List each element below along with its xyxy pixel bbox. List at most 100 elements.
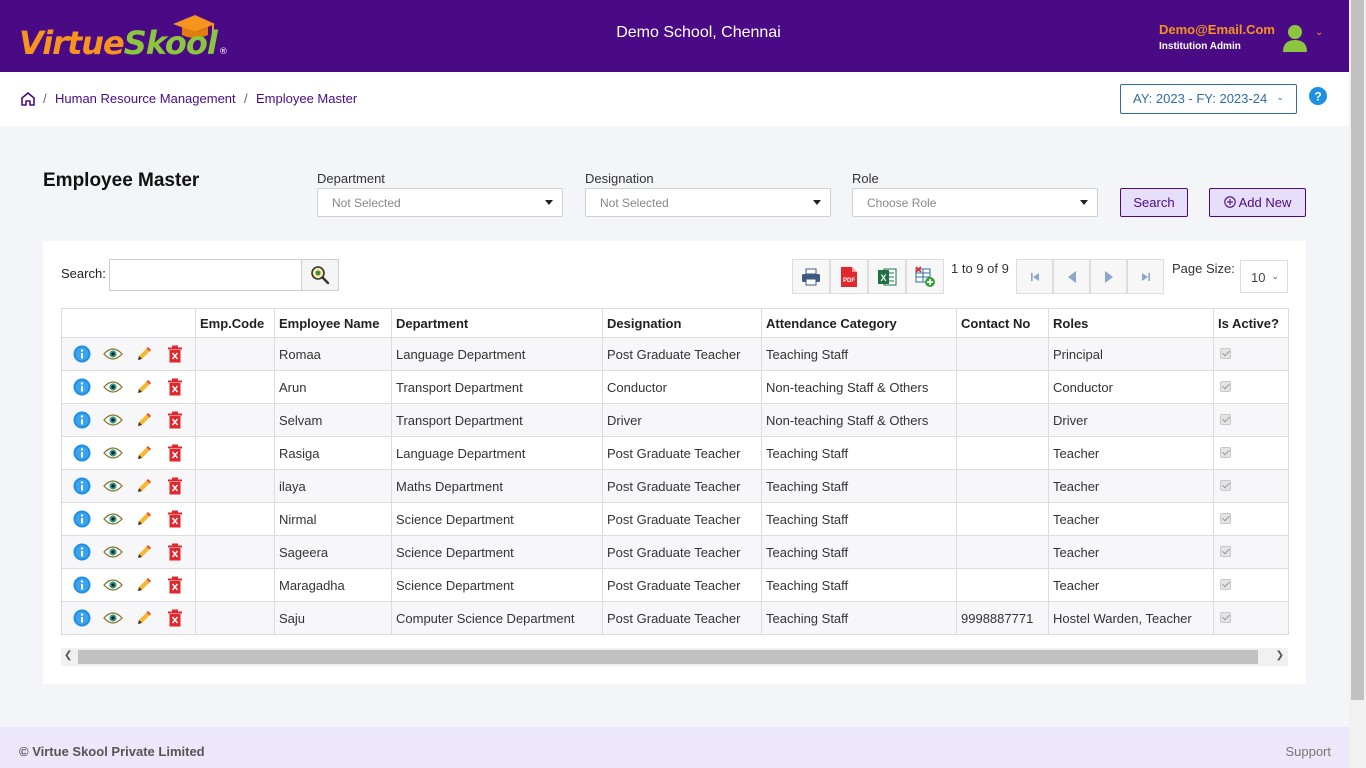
user-avatar-icon[interactable] <box>1283 24 1307 52</box>
delete-icon[interactable] <box>159 575 190 595</box>
view-eye-icon[interactable] <box>97 410 128 430</box>
edit-pencil-icon[interactable] <box>128 608 159 628</box>
view-eye-icon[interactable] <box>97 509 128 529</box>
delete-icon[interactable] <box>159 509 190 529</box>
info-icon[interactable] <box>66 443 97 463</box>
view-eye-icon[interactable] <box>97 608 128 628</box>
row-actions <box>61 370 196 404</box>
edit-pencil-icon[interactable] <box>128 575 159 595</box>
cell-attendance-category: Teaching Staff <box>761 502 957 536</box>
column-header-employee-name[interactable]: Employee Name <box>274 308 392 338</box>
scroll-right-icon[interactable]: ❯ <box>1275 650 1284 661</box>
column-header-roles[interactable]: Roles <box>1048 308 1214 338</box>
table-row[interactable]: Selvam Transport Department Driver Non-teac… <box>61 403 1289 437</box>
info-icon[interactable] <box>66 476 97 496</box>
column-header-attendance-category[interactable]: Attendance Category <box>761 308 957 338</box>
delete-icon[interactable] <box>159 410 190 430</box>
edit-pencil-icon[interactable] <box>128 476 159 496</box>
column-header-emp-code[interactable]: Emp.Code <box>195 308 275 338</box>
support-link[interactable]: Support <box>1285 744 1331 759</box>
edit-pencil-icon[interactable] <box>128 410 159 430</box>
designation-select[interactable]: Not Selected <box>585 188 831 217</box>
scroll-left-icon[interactable]: ❮ <box>64 650 73 661</box>
info-icon[interactable] <box>66 575 97 595</box>
table-row[interactable]: Nirmal Science Department Post Graduate Te… <box>61 502 1289 536</box>
first-page-button[interactable] <box>1016 259 1053 294</box>
table-row[interactable]: Saju Computer Science Department Post Grad… <box>61 601 1289 635</box>
edit-pencil-icon[interactable] <box>128 542 159 562</box>
cell-employee-name: Maragadha <box>274 568 392 602</box>
chevron-down-icon[interactable]: ⌄ <box>1315 27 1324 38</box>
info-icon[interactable] <box>66 509 97 529</box>
export-pdf-button[interactable]: PDF <box>830 259 868 294</box>
info-icon[interactable] <box>66 410 97 430</box>
column-header-contact-no[interactable]: Contact No <box>956 308 1049 338</box>
delete-icon[interactable] <box>159 476 190 496</box>
horizontal-scroll-thumb[interactable] <box>78 650 1258 664</box>
delete-icon[interactable] <box>159 443 190 463</box>
breadcrumb-item-employee-master[interactable]: Employee Master <box>256 91 358 106</box>
designation-value: Not Selected <box>600 196 669 210</box>
view-eye-icon[interactable] <box>97 476 128 496</box>
role-select[interactable]: Choose Role <box>852 188 1098 217</box>
view-eye-icon[interactable] <box>97 575 128 595</box>
table-row[interactable]: Sageera Science Department Post Graduate T… <box>61 535 1289 569</box>
column-header-designation[interactable]: Designation <box>602 308 762 338</box>
breadcrumb-item-hrm[interactable]: Human Resource Management <box>55 91 236 106</box>
is-active-checkbox <box>1220 611 1231 623</box>
table-row[interactable]: Maragadha Science Department Post Graduate… <box>61 568 1289 602</box>
search-button[interactable]: Search <box>1120 188 1188 217</box>
cell-department: Transport Department <box>391 370 603 404</box>
cell-department: Maths Department <box>391 469 603 503</box>
next-page-button[interactable] <box>1090 259 1127 294</box>
grid-search-button[interactable] <box>301 259 339 291</box>
home-icon[interactable] <box>20 91 36 107</box>
vertical-scrollbar[interactable] <box>1349 0 1366 768</box>
table-row[interactable]: Arun Transport Department Conductor Non-tea… <box>61 370 1289 404</box>
cell-emp-code <box>195 601 275 635</box>
delete-icon[interactable] <box>159 542 190 562</box>
grid-search-input[interactable] <box>109 259 302 291</box>
academic-year-select[interactable]: AY: 2023 - FY: 2023-24 ⌄ <box>1120 84 1297 114</box>
table-row[interactable]: Romaa Language Department Post Graduate Te… <box>61 337 1289 371</box>
column-chooser-button[interactable] <box>906 259 944 294</box>
view-eye-icon[interactable] <box>97 443 128 463</box>
view-eye-icon[interactable] <box>97 542 128 562</box>
delete-icon[interactable] <box>159 344 190 364</box>
edit-pencil-icon[interactable] <box>128 344 159 364</box>
logo-skool: Skool <box>123 24 218 62</box>
printer-icon <box>802 268 820 285</box>
add-new-button[interactable]: Add New <box>1209 188 1306 217</box>
info-icon[interactable] <box>66 542 97 562</box>
last-page-button[interactable] <box>1127 259 1164 294</box>
print-button[interactable] <box>792 259 830 294</box>
department-select[interactable]: Not Selected <box>317 188 563 217</box>
breadcrumb: / Human Resource Management / Employee M… <box>0 72 1349 126</box>
caret-down-icon <box>1080 200 1088 205</box>
cell-emp-code <box>195 535 275 569</box>
info-icon[interactable] <box>66 344 97 364</box>
info-icon[interactable] <box>66 377 97 397</box>
column-header-department[interactable]: Department <box>391 308 603 338</box>
help-icon[interactable]: ? <box>1309 87 1327 105</box>
user-email[interactable]: Demo@Email.Com <box>1159 22 1275 37</box>
delete-icon[interactable] <box>159 608 190 628</box>
column-header-is-active[interactable]: Is Active? <box>1213 308 1289 338</box>
export-excel-button[interactable]: X <box>868 259 906 294</box>
view-eye-icon[interactable] <box>97 344 128 364</box>
previous-page-button[interactable] <box>1053 259 1090 294</box>
view-eye-icon[interactable] <box>97 377 128 397</box>
virtueskool-logo[interactable]: VirtueSkool ® <box>19 14 239 62</box>
edit-pencil-icon[interactable] <box>128 443 159 463</box>
table-row[interactable]: Rasiga Language Department Post Graduate T… <box>61 436 1289 470</box>
delete-icon[interactable] <box>159 377 190 397</box>
page-size-select[interactable]: 10 ⌄ <box>1240 260 1288 293</box>
vertical-scroll-thumb[interactable] <box>1351 0 1364 700</box>
info-icon[interactable] <box>66 608 97 628</box>
horizontal-scrollbar[interactable]: ❮ ❯ <box>61 648 1288 666</box>
edit-pencil-icon[interactable] <box>128 377 159 397</box>
edit-pencil-icon[interactable] <box>128 509 159 529</box>
graduation-cap-icon <box>173 15 215 38</box>
table-row[interactable]: ilaya Maths Department Post Graduate Teach… <box>61 469 1289 503</box>
last-page-icon <box>1141 272 1150 281</box>
